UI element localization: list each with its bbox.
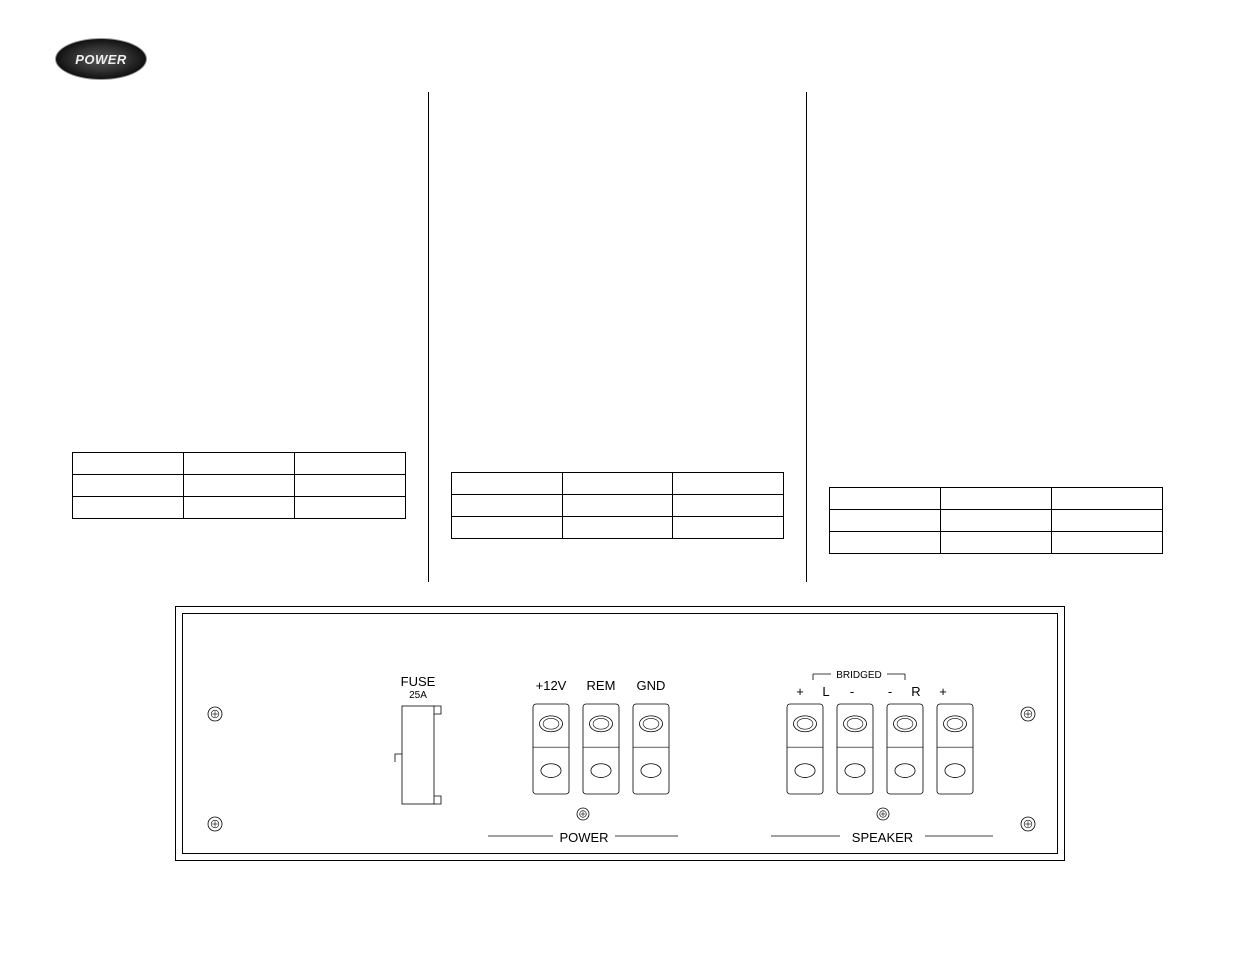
- power-terminal-label: GND: [637, 678, 666, 693]
- fuse-block: FUSE 25A: [395, 674, 441, 804]
- power-logo: POWER: [55, 38, 147, 80]
- power-title: POWER: [559, 830, 608, 845]
- amplifier-panel: FUSE 25A +12V REM GND POWER BRIDGED + L - - R + SP…: [175, 606, 1065, 861]
- speaker-title: SPEAKER: [852, 830, 913, 845]
- panel-svg: FUSE 25A +12V REM GND POWER BRIDGED + L - - R + SP…: [183, 614, 1059, 855]
- fuse-rating: 25A: [409, 690, 427, 701]
- speaker-ch-label: +: [796, 684, 804, 699]
- amplifier-panel-inner: FUSE 25A +12V REM GND POWER BRIDGED + L - - R + SP…: [182, 613, 1058, 854]
- table-2: [451, 472, 785, 539]
- corner-screws: [208, 707, 1035, 831]
- center-screws: [577, 808, 889, 820]
- power-terminal-label: +12V: [536, 678, 567, 693]
- table-3: [829, 487, 1163, 554]
- power-terminal-label: REM: [587, 678, 616, 693]
- speaker-ch-label: +: [939, 684, 947, 699]
- column-3: [806, 92, 1185, 582]
- layout-columns: [50, 92, 1185, 582]
- fuse-label: FUSE: [401, 674, 436, 689]
- speaker-ch-label: R: [911, 684, 920, 699]
- column-2: [428, 92, 807, 582]
- table-1: [72, 452, 406, 519]
- speaker-ch-label: L: [822, 684, 829, 699]
- column-1: [50, 92, 428, 582]
- speaker-ch-label: -: [888, 684, 892, 699]
- bridged-label: BRIDGED: [836, 670, 882, 681]
- speaker-ch-label: -: [850, 684, 854, 699]
- logo-text: POWER: [75, 52, 127, 67]
- speaker-block: BRIDGED + L - - R + SPEAKER: [771, 670, 993, 845]
- fuse-holder: [395, 706, 441, 804]
